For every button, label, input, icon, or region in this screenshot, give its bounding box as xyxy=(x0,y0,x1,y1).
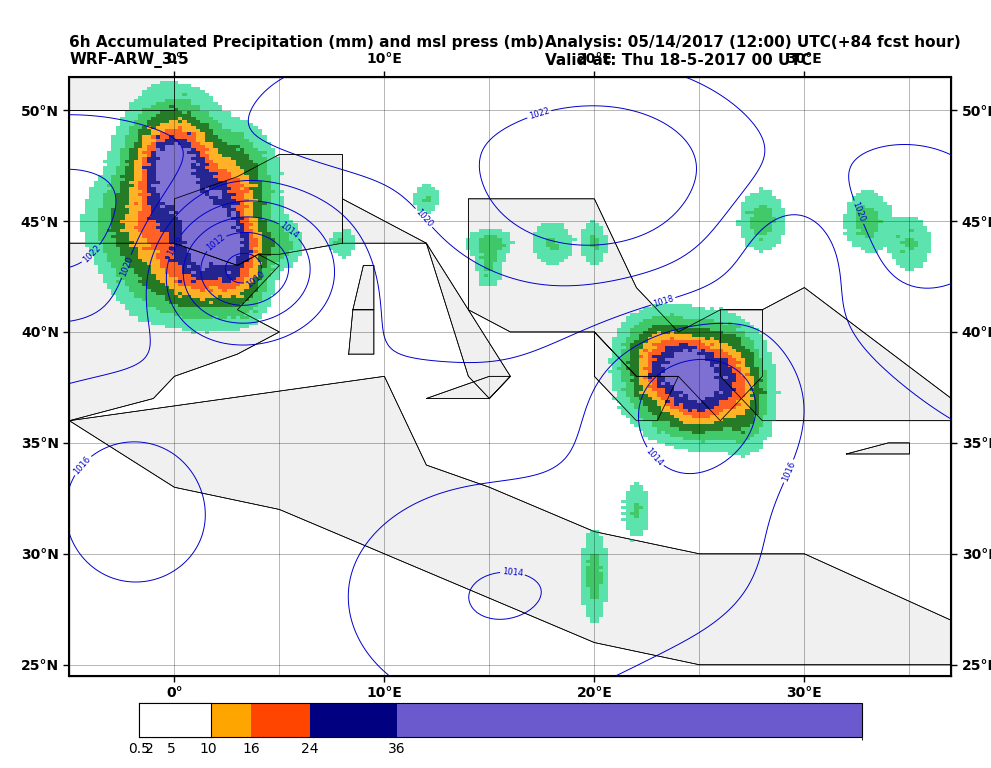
Text: 1016: 1016 xyxy=(165,234,183,257)
Text: 1014: 1014 xyxy=(501,567,523,578)
Polygon shape xyxy=(69,77,174,110)
Text: 1014: 1014 xyxy=(278,220,300,240)
Text: 1016: 1016 xyxy=(781,460,797,482)
Polygon shape xyxy=(720,287,951,421)
Polygon shape xyxy=(174,154,342,266)
Text: WRF-ARW_3.5: WRF-ARW_3.5 xyxy=(69,51,189,68)
Text: 1012: 1012 xyxy=(204,232,227,253)
Text: 1020: 1020 xyxy=(118,255,135,278)
Text: 1020: 1020 xyxy=(413,207,434,229)
Polygon shape xyxy=(69,243,279,421)
Text: 6h Accumulated Precipitation (mm) and msl press (mb): 6h Accumulated Precipitation (mm) and ms… xyxy=(69,35,544,50)
Polygon shape xyxy=(846,443,910,454)
Polygon shape xyxy=(349,310,374,354)
Text: 1022: 1022 xyxy=(81,243,102,265)
Text: 1014: 1014 xyxy=(644,446,665,468)
Text: 1010: 1010 xyxy=(245,269,267,289)
Text: 1018: 1018 xyxy=(652,294,675,309)
Polygon shape xyxy=(342,199,510,399)
Polygon shape xyxy=(353,266,374,310)
Polygon shape xyxy=(595,332,679,421)
Text: 1022: 1022 xyxy=(528,107,551,121)
Text: 1016: 1016 xyxy=(72,454,92,476)
Text: Valid at: Thu 18-5-2017 00 UTC: Valid at: Thu 18-5-2017 00 UTC xyxy=(545,52,812,68)
Polygon shape xyxy=(469,199,762,421)
Polygon shape xyxy=(69,376,951,665)
Text: 1020: 1020 xyxy=(850,201,867,223)
Text: Analysis: 05/14/2017 (12:00) UTC(+84 fcst hour): Analysis: 05/14/2017 (12:00) UTC(+84 fcs… xyxy=(545,35,961,50)
Polygon shape xyxy=(426,376,510,399)
